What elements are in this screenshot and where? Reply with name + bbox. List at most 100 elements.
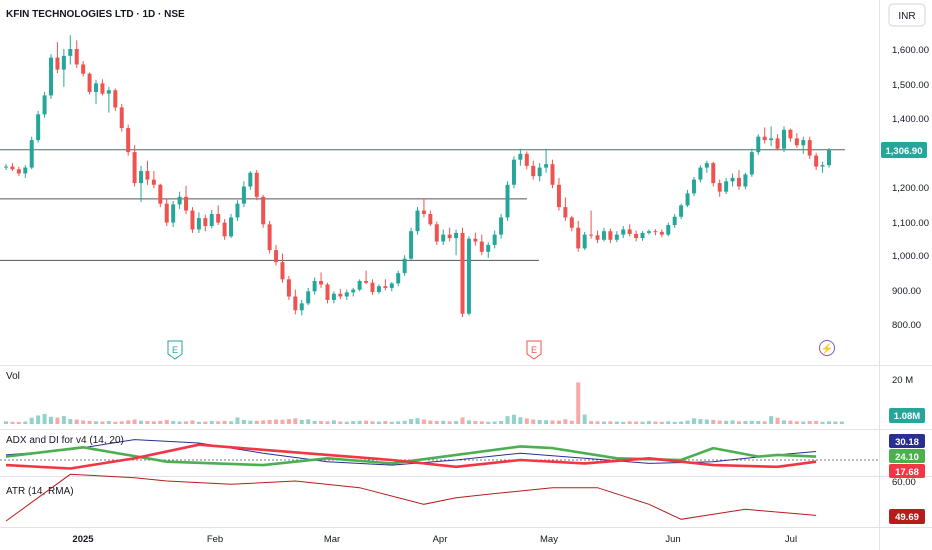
price-tick: 800.00	[892, 320, 921, 331]
price-tick: 1,200.00	[892, 183, 929, 194]
volume-bar	[151, 421, 156, 424]
atr-title: ATR (14, RMA)	[6, 486, 74, 497]
volume-bar	[389, 421, 394, 424]
volume-bar	[608, 421, 613, 424]
candle-body	[801, 140, 806, 146]
volume-bar	[190, 420, 195, 424]
candle-body	[164, 203, 169, 223]
volume-bar	[518, 417, 523, 424]
candle-body	[68, 49, 73, 56]
atr-line	[5, 473, 817, 522]
volume-bar	[396, 421, 401, 424]
dividend-marker[interactable]: ⚡	[819, 340, 835, 356]
volume-bar	[100, 421, 105, 424]
volume-bar	[164, 419, 169, 424]
candle-body	[190, 210, 195, 230]
candle-body	[576, 227, 581, 249]
candle-body	[569, 217, 574, 228]
candle-body	[389, 283, 394, 288]
volume-bar	[447, 421, 452, 424]
time-tick: May	[540, 534, 558, 545]
volume-bar	[730, 420, 735, 424]
candle-body	[293, 296, 298, 311]
price-tick: 1,400.00	[892, 114, 929, 125]
volume-bar	[319, 421, 324, 424]
candle-body	[338, 293, 343, 297]
candle-body	[357, 281, 362, 290]
candle-body	[4, 166, 8, 168]
candle-body	[511, 159, 516, 185]
time-tick: Mar	[324, 534, 340, 545]
candle-body	[229, 217, 234, 237]
volume-bar	[409, 419, 414, 424]
candle-body	[421, 210, 426, 214]
di-plus-line	[5, 445, 817, 467]
candle-body	[100, 83, 105, 94]
volume-bar	[473, 421, 478, 424]
chart-title: KFIN TECHNOLOGIES LTD · 1D · NSE	[6, 9, 185, 20]
volume-bar	[589, 421, 594, 424]
di-plus-value-label: 24.10	[895, 452, 919, 463]
earnings-badge-label: E	[531, 345, 537, 355]
volume-bar	[434, 421, 439, 424]
volume-bars	[4, 382, 844, 424]
candle-body	[499, 217, 504, 235]
atr-series-line	[5, 473, 817, 522]
volume-bar	[415, 418, 420, 424]
candle-body	[447, 234, 452, 239]
volume-axis-tick: 20 M	[892, 375, 913, 386]
candle-body	[634, 233, 639, 239]
volume-bar	[820, 421, 825, 424]
candle-body	[711, 163, 716, 184]
candle-body	[55, 57, 60, 70]
candle-body	[29, 140, 34, 168]
volume-bar	[833, 421, 838, 424]
candle-body	[479, 241, 484, 252]
candle-body	[376, 286, 381, 293]
candle-body	[248, 172, 253, 187]
earnings-marker[interactable]: E	[526, 340, 542, 360]
candle-body	[556, 184, 561, 208]
candle-body	[666, 225, 671, 235]
volume-bar	[241, 419, 246, 424]
candle-body	[145, 171, 150, 180]
candle-body	[241, 186, 246, 204]
earnings-marker[interactable]: E	[167, 340, 183, 360]
candle-body	[81, 64, 86, 74]
candle-body	[106, 90, 111, 94]
currency-button[interactable]	[888, 3, 926, 27]
candle-body	[563, 207, 568, 218]
candle-body	[717, 183, 722, 192]
candle-body	[222, 222, 227, 237]
candle-body	[820, 165, 825, 167]
candle-body	[685, 193, 690, 206]
candle-body	[698, 167, 703, 180]
volume-bar	[627, 421, 632, 424]
price-axis[interactable]: 1,600.00 1,500.00 1,400.00 1,200.00 1,10…	[892, 45, 929, 331]
volume-bar	[119, 421, 124, 424]
atr-axis-tick: 60.00	[892, 477, 916, 488]
volume-bar	[827, 421, 831, 424]
volume-bar	[106, 421, 111, 424]
volume-value-label: 1.08M	[894, 411, 920, 422]
candle-body	[370, 282, 375, 293]
volume-bar	[325, 421, 330, 424]
candle-body	[325, 284, 330, 300]
volume-bar	[672, 421, 677, 424]
volume-bar	[698, 419, 703, 424]
candle-body	[74, 49, 79, 65]
volume-bar	[344, 421, 349, 424]
volume-bar	[87, 420, 92, 424]
volume-bar	[505, 416, 510, 424]
earnings-badge-shape	[526, 340, 542, 360]
candle-body	[126, 128, 131, 153]
candle-body	[87, 73, 92, 92]
time-axis[interactable]: 2025 Feb Mar Apr May Jun Jul	[72, 534, 797, 545]
candle-body	[364, 281, 369, 283]
volume-bar	[666, 421, 671, 424]
volume-bar	[511, 414, 516, 424]
earnings-badge-shape	[167, 340, 183, 360]
time-tick: 2025	[72, 534, 94, 545]
candle-body	[306, 291, 311, 304]
